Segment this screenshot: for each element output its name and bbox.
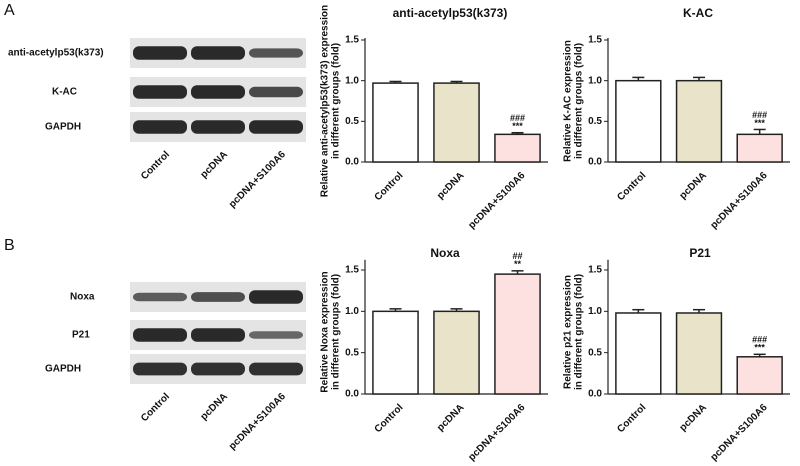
y-axis-label: Relative K-AC expression <box>563 40 574 162</box>
y-tick-label: 0.0 <box>588 389 602 400</box>
blot-band <box>191 120 245 134</box>
x-tick-label: pcDNA <box>435 170 466 201</box>
blot-lane-label: pcDNA <box>199 149 230 180</box>
y-tick-label: 1.0 <box>588 75 602 86</box>
blot-lane-label: Control <box>139 149 172 182</box>
y-axis-label: in different groups (fold) <box>574 274 585 390</box>
blot-band <box>191 46 245 60</box>
significance-mark: ** <box>514 259 522 269</box>
chart-title: anti-acetylp53(k373) <box>393 6 508 20</box>
y-tick-label: 0.0 <box>345 157 359 168</box>
significance-mark: ## <box>512 251 522 261</box>
bar <box>494 273 541 395</box>
blot-band <box>133 292 187 302</box>
y-tick-label: 0.5 <box>345 347 359 358</box>
x-tick-label: pcDNA <box>678 170 709 201</box>
y-tick-label: 1.5 <box>345 265 359 276</box>
blot-row-label: GAPDH <box>45 364 81 375</box>
y-tick-label: 0.5 <box>588 116 602 127</box>
significance-mark: ### <box>752 110 767 120</box>
bar <box>675 312 723 395</box>
bar <box>494 133 541 163</box>
x-tick-label: pcDNA <box>678 402 709 433</box>
blot-band <box>249 331 303 339</box>
x-tick-label: pcDNA+S100A6 <box>709 170 770 231</box>
blot-lane-label: pcDNA+S100A6 <box>227 149 288 210</box>
y-axis-label: Relative anti-acetylp53(k373) expression <box>320 5 331 197</box>
blot-band <box>191 362 245 376</box>
panel-letter: B <box>4 237 15 254</box>
blot-row-label: K-AC <box>52 87 77 98</box>
bar <box>433 82 480 163</box>
chart-title: Noxa <box>430 246 460 260</box>
panel-letter: A <box>4 2 15 19</box>
bar <box>615 79 662 163</box>
bar <box>736 356 783 395</box>
bar <box>615 312 662 395</box>
x-tick-label: Control <box>615 402 648 435</box>
y-axis-label: in different groups (fold) <box>331 43 342 159</box>
chart-title: P21 <box>689 246 711 260</box>
y-tick-label: 1.0 <box>588 306 602 317</box>
x-tick-label: Control <box>615 170 648 203</box>
chart-title: K-AC <box>683 6 713 20</box>
blot-band <box>249 120 303 134</box>
x-tick-label: pcDNA <box>435 402 466 433</box>
blot-lane-label: Control <box>139 391 172 424</box>
bar <box>736 133 783 163</box>
bar <box>372 82 419 163</box>
y-axis-label: in different groups (fold) <box>331 274 342 390</box>
bar <box>675 79 723 163</box>
y-tick-label: 0.0 <box>588 157 602 168</box>
blot-row-label: P21 <box>72 330 90 341</box>
significance-mark: ### <box>752 335 767 345</box>
y-tick-label: 1.0 <box>345 75 359 86</box>
blot-band <box>191 328 245 342</box>
blot-row-label: GAPDH <box>45 122 81 133</box>
bar <box>433 310 480 395</box>
y-tick-label: 0.5 <box>345 116 359 127</box>
blot-row-label: anti-acetylp53(k373) <box>8 48 104 59</box>
y-tick-label: 1.0 <box>345 306 359 317</box>
blot-band <box>133 46 187 60</box>
blot-band <box>249 48 303 58</box>
blot-lane-label: pcDNA+S100A6 <box>227 391 288 452</box>
y-axis-label: Relative Noxa expression <box>320 271 331 392</box>
y-tick-label: 1.5 <box>345 35 359 46</box>
significance-mark: *** <box>754 118 765 128</box>
blot-band <box>191 85 245 99</box>
y-tick-label: 1.5 <box>588 35 602 46</box>
y-tick-label: 0.5 <box>588 347 602 358</box>
y-axis-label: in different groups (fold) <box>574 43 585 159</box>
blot-band <box>249 290 303 304</box>
y-tick-label: 1.5 <box>588 265 602 276</box>
blot-band <box>191 292 245 302</box>
blot-band <box>133 120 187 134</box>
x-tick-label: pcDNA+S100A6 <box>709 402 770 463</box>
blot-band <box>133 328 187 342</box>
blot-band <box>133 85 187 99</box>
significance-mark: *** <box>754 343 765 353</box>
x-tick-label: Control <box>373 170 406 203</box>
blot-band <box>249 86 303 98</box>
significance-mark: ### <box>510 113 525 123</box>
x-tick-label: pcDNA+S100A6 <box>466 402 527 463</box>
y-axis-label: Relative p21 expression <box>563 275 574 389</box>
blot-band <box>133 362 187 376</box>
significance-mark: *** <box>512 121 523 131</box>
blot-band <box>249 362 303 376</box>
x-tick-label: pcDNA+S100A6 <box>466 170 527 231</box>
blot-lane-label: pcDNA <box>199 391 230 422</box>
blot-row-label: Noxa <box>70 292 95 303</box>
y-tick-label: 0.0 <box>345 389 359 400</box>
bar <box>372 310 419 395</box>
x-tick-label: Control <box>373 402 406 435</box>
